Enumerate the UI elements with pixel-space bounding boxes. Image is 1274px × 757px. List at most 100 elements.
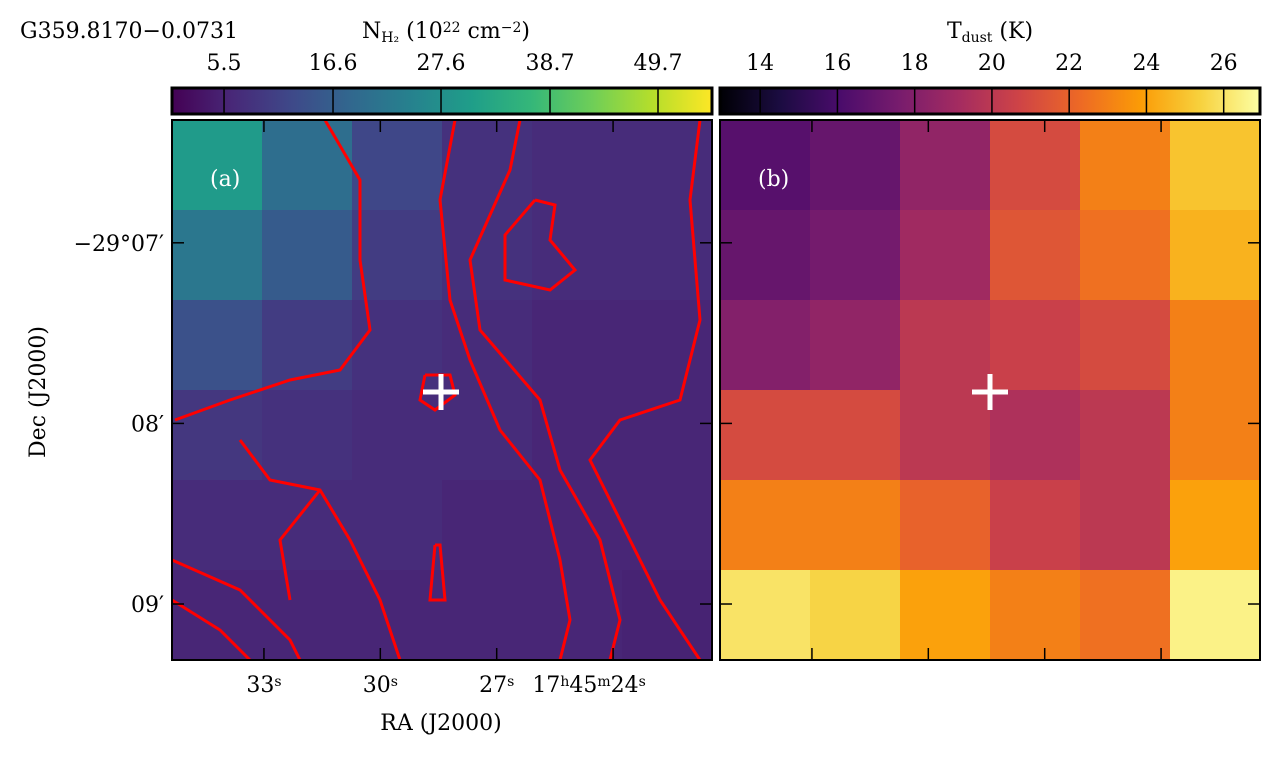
panel-label: (b) (758, 167, 789, 192)
colorbar-tick-label: 27.6 (417, 51, 466, 76)
text-part: (K) (992, 19, 1033, 44)
y-tick-label: −29°07′ (74, 232, 164, 257)
map-pixel (622, 300, 713, 391)
map-pixel (622, 480, 713, 571)
text-part: s (507, 674, 514, 690)
map-pixel (990, 570, 1081, 661)
map-pixel (442, 390, 533, 481)
map-pixel (532, 120, 623, 211)
map-pixel (1080, 390, 1171, 481)
x-tick-label: 30s (363, 673, 398, 698)
text-part: 22 (443, 20, 461, 36)
colorbar-title: NH₂ (1022 cm−2) (362, 19, 530, 46)
map-pixel (172, 210, 263, 301)
map-pixel (900, 570, 991, 661)
y-tick-label: 09′ (131, 593, 164, 618)
source-markers (423, 374, 1008, 410)
map-pixel (172, 120, 263, 211)
contour (503, 198, 578, 292)
map-pixel (720, 300, 811, 391)
contour (438, 120, 572, 660)
text-part: dust (962, 30, 993, 46)
text-part: s (391, 674, 398, 690)
map-pixel (810, 570, 901, 661)
colorbar-tick-label: 49.7 (634, 51, 683, 76)
map-pixel (1170, 570, 1261, 661)
map-pixel (720, 570, 811, 661)
text-part: s (639, 674, 646, 690)
x-tick-label: 27s (479, 673, 514, 698)
colorbar-tick-label: 22 (1055, 51, 1083, 76)
map-pixel (262, 570, 353, 661)
text-part: T (947, 19, 962, 44)
x-tick-label: 33s (246, 673, 281, 698)
text-part: ) (521, 19, 530, 44)
map-pixel (1170, 210, 1261, 301)
colorbar-tick-label: 24 (1132, 51, 1160, 76)
contour (468, 120, 622, 660)
contours (172, 120, 702, 660)
text-part: H₂ (381, 30, 399, 46)
map-pixel (720, 480, 811, 571)
contour (174, 120, 372, 422)
contour (172, 598, 252, 660)
map-pixel (900, 300, 991, 391)
contour (172, 558, 302, 660)
map-pixel (720, 210, 811, 301)
colorbar-tick-label: 16.6 (309, 51, 358, 76)
map-pixel (352, 120, 443, 211)
map-pixel (990, 480, 1081, 571)
map-pixel (990, 390, 1081, 481)
map-pixel (900, 480, 991, 571)
map-pixel (810, 390, 901, 481)
map-pixel (1080, 210, 1171, 301)
text-part: cm (461, 19, 501, 44)
colorbar-tick-label: 16 (823, 51, 851, 76)
map-pixel (1080, 480, 1171, 571)
contour (588, 120, 702, 660)
colorbar-tick-label: 38.7 (526, 51, 575, 76)
text-part: −2 (501, 20, 522, 36)
map-pixel (172, 300, 263, 391)
map-pixel (262, 480, 353, 571)
map-pixel (352, 300, 443, 391)
map-pixel (442, 210, 533, 301)
map-pixel (1170, 300, 1261, 391)
colorbar-tick-label: 5.5 (207, 51, 242, 76)
panel-label: (a) (210, 167, 240, 192)
text-part: h (560, 674, 569, 690)
text-part: 45 (569, 673, 597, 698)
text-part: m (597, 674, 610, 690)
map-pixel (900, 120, 991, 211)
map-pixel (352, 210, 443, 301)
map-pixel (1080, 300, 1171, 391)
map-pixel (810, 120, 901, 211)
map-pixel (442, 120, 533, 211)
map-pixel (262, 120, 353, 211)
map-pixel (810, 210, 901, 301)
contour (418, 373, 457, 412)
map-pixel (720, 390, 811, 481)
map-pixel (622, 210, 713, 301)
map-pixel (990, 210, 1081, 301)
map-pixel (720, 120, 811, 211)
source-name: G359.8170−0.0731 (20, 19, 238, 44)
map-pixel (990, 300, 1081, 391)
panel-frame (171, 119, 713, 661)
map-pixel (1080, 570, 1171, 661)
map-pixel (262, 210, 353, 301)
contour (238, 439, 402, 660)
map-pixel (1170, 120, 1261, 211)
map-pixel (1170, 390, 1261, 481)
contour (428, 543, 447, 602)
map-pixel (352, 390, 443, 481)
map-pixel (532, 570, 623, 661)
map-pixel (442, 570, 533, 661)
map-pixel (262, 390, 353, 481)
text-part: 27 (479, 673, 507, 698)
colorbar-tick-label: 18 (901, 51, 929, 76)
map-pixel (352, 480, 443, 571)
map-pixel (532, 480, 623, 571)
map-pixel (990, 120, 1081, 211)
y-tick-label: 08′ (131, 412, 164, 437)
